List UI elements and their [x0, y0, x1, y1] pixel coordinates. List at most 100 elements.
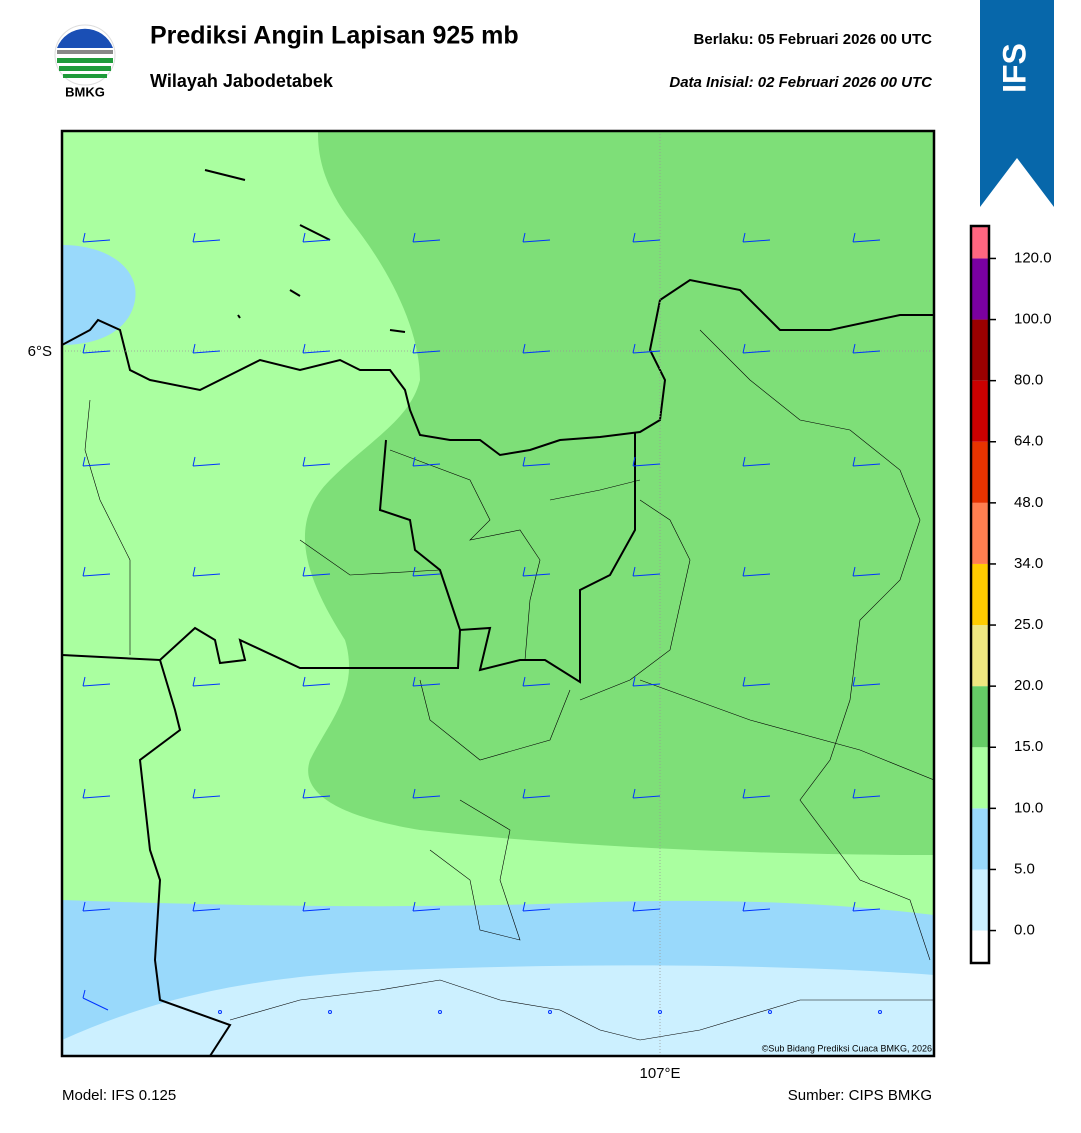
colorbar-segment: [971, 869, 989, 931]
model-badge: IFS: [996, 43, 1032, 93]
colorbar-label: 5.0: [1014, 860, 1035, 877]
wind-barb: [192, 901, 221, 912]
wind-barb: [742, 676, 771, 687]
colorbar-label: 0.0: [1014, 922, 1035, 939]
wind-barb: [192, 456, 221, 467]
wind-barb: [82, 566, 111, 577]
calm-marker: [878, 1010, 882, 1014]
colorbar-label: 100.0: [1014, 311, 1052, 328]
wind-barb: [522, 343, 551, 354]
wind-barb: [852, 566, 881, 577]
lon-label: 107°E: [639, 1065, 680, 1082]
wind-barb: [302, 343, 331, 354]
colorbar-label: 15.0: [1014, 738, 1043, 755]
wind-barb: [742, 788, 771, 799]
wind-barb: [192, 566, 221, 577]
wind-barb: [522, 232, 551, 243]
wind-barb: [852, 788, 881, 799]
colorbar-segment: [971, 930, 989, 963]
colorbar-segment: [971, 747, 989, 809]
wind-barb: [82, 343, 111, 354]
calm-marker: [658, 1010, 662, 1014]
colorbar-segment: [971, 226, 989, 259]
wind-barb: [82, 676, 111, 687]
calm-marker: [328, 1010, 332, 1014]
wind-barb: [412, 566, 441, 577]
wind-barb: [192, 232, 221, 243]
wind-barb: [82, 232, 111, 243]
wind-barb: [412, 901, 441, 912]
wind-barb: [632, 788, 661, 799]
subtitle: Wilayah Jabodetabek: [150, 71, 334, 91]
wind-barb: [632, 901, 661, 912]
wind-barb: [82, 901, 111, 912]
calm-marker: [768, 1010, 772, 1014]
title: Prediksi Angin Lapisan 925 mb: [150, 22, 519, 50]
logo-text: BMKG: [65, 84, 105, 99]
logo: BMKG: [54, 24, 116, 99]
colorbar-label: 34.0: [1014, 555, 1043, 572]
wind-barb: [852, 676, 881, 687]
footer-source: Sumber: CIPS BMKG: [788, 1087, 932, 1104]
wind-barb: [742, 343, 771, 354]
wind-barb: [302, 788, 331, 799]
colorbar-label: 10.0: [1014, 799, 1043, 816]
wind-barb: [192, 676, 221, 687]
wind-barb: [302, 676, 331, 687]
wind-barb: [522, 676, 551, 687]
calm-marker: [548, 1010, 552, 1014]
wind-barb: [82, 788, 111, 799]
colorbar-segment: [971, 625, 989, 687]
wind-barb: [412, 232, 441, 243]
wind-barb: [852, 456, 881, 467]
wind-barb: [82, 456, 111, 467]
colorbar-segment: [971, 502, 989, 564]
wind-barb: [632, 676, 661, 687]
colorbar-frame: [969, 224, 991, 965]
colorbar-segment: [971, 808, 989, 870]
wind-barb: [412, 788, 441, 799]
wind-barb: [852, 232, 881, 243]
wind-barb: [742, 566, 771, 577]
colorbar-label: 25.0: [1014, 616, 1043, 633]
wind-barb: [522, 456, 551, 467]
colorbar-segment: [971, 563, 989, 626]
colorbar-label: 80.0: [1014, 372, 1043, 389]
lat-label: 6°S: [28, 343, 52, 360]
wind-barb: [742, 901, 771, 912]
wind-barb: [522, 566, 551, 577]
initial-time: Data Inisial: 02 Februari 2026 00 UTC: [669, 74, 933, 91]
wind-barb: [412, 676, 441, 687]
wind-barb: [742, 232, 771, 243]
wind-barb: [192, 788, 221, 799]
wind-barb: [302, 232, 331, 243]
colorbar-label: 64.0: [1014, 433, 1043, 450]
wind-barb: [852, 343, 881, 354]
colorbar-segment: [971, 380, 989, 442]
wind-barb: [192, 343, 221, 354]
footer-model: Model: IFS 0.125: [62, 1087, 176, 1104]
map: [62, 131, 934, 1056]
wind-barb: [302, 566, 331, 577]
wind-barb: [302, 456, 331, 467]
calm-marker: [438, 1010, 442, 1014]
wind-barb: [412, 343, 441, 354]
colorbar-segment: [971, 686, 989, 748]
wind-barb: [632, 566, 661, 577]
wind-barb: [852, 901, 881, 912]
colorbar-label: 120.0: [1014, 249, 1052, 266]
map-frame: [60, 129, 936, 1058]
colorbar-label: 48.0: [1014, 494, 1043, 511]
wind-barb: [632, 343, 661, 354]
wind-barb: [82, 989, 109, 1011]
colorbar-segment: [971, 319, 989, 381]
wind-barb: [522, 788, 551, 799]
colorbar: 0.0 5.0 10.0 15.0 20.0 25.0 34.0 48.0 64.0 80.0 10…: [969, 224, 1052, 965]
colorbar-label: 20.0: [1014, 677, 1043, 694]
model-banner: [980, 0, 1054, 207]
wind-barb: [632, 456, 661, 467]
wind-barb: [522, 901, 551, 912]
wind-barb: [742, 456, 771, 467]
wind-barb: [632, 232, 661, 243]
credit: ©Sub Bidang Prediksi Cuaca BMKG, 2026: [762, 1043, 932, 1053]
